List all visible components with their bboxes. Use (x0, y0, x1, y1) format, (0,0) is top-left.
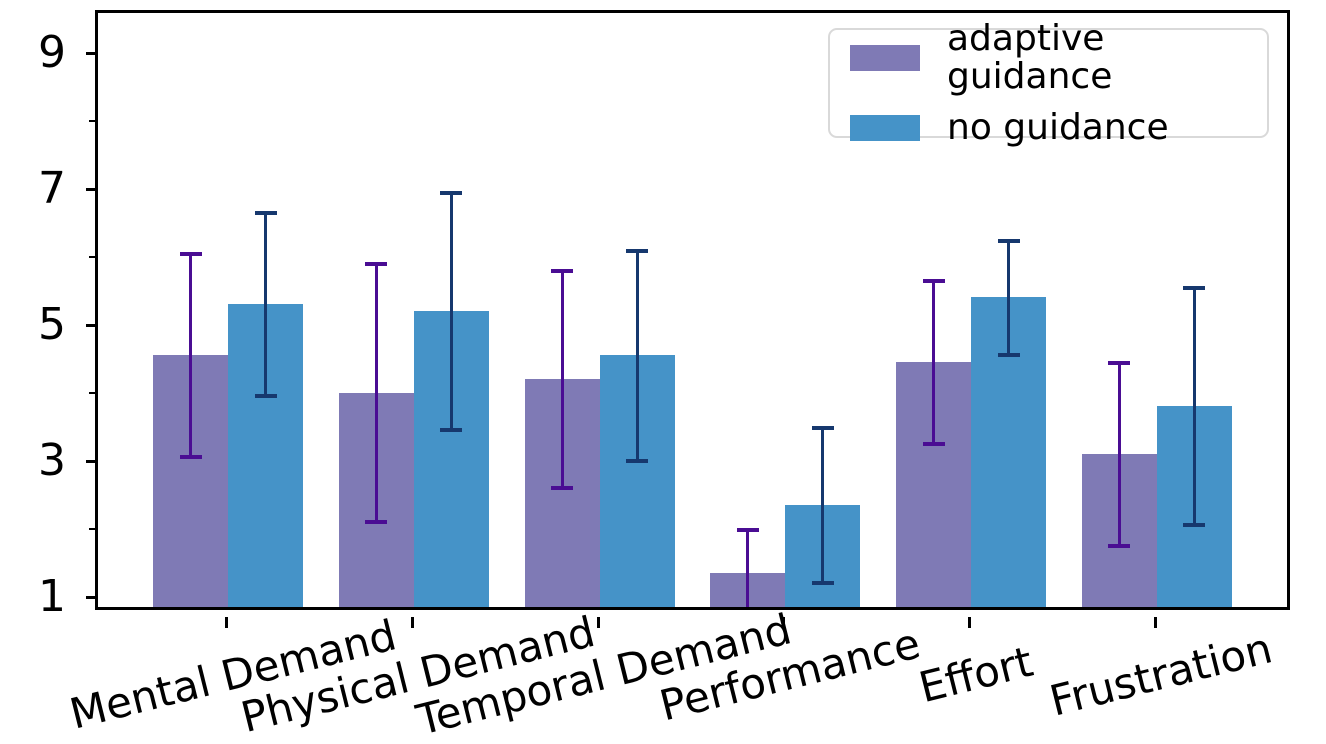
y-axis-tick-label: 5 (38, 299, 66, 351)
y-axis-major-tick (86, 596, 95, 600)
error-bar-cap-top (1108, 361, 1131, 366)
y-axis-tick-label: 9 (38, 26, 66, 78)
error-bar-cap-top (811, 425, 834, 430)
x-axis-tick (410, 617, 414, 628)
error-bar-cap-bottom (626, 458, 649, 463)
error-bar-cap-bottom (922, 441, 945, 446)
error-bar-line (1007, 239, 1011, 356)
legend-label-no-guidance: no guidance (947, 106, 1169, 148)
error-bar-cap-top (551, 269, 574, 274)
error-bar-cap-bottom (811, 581, 834, 586)
error-bar-cap-bottom (1108, 543, 1131, 548)
x-axis-tick (782, 617, 786, 628)
error-bar-cap-top (440, 190, 463, 195)
error-bar-cap-bottom (440, 428, 463, 433)
error-bar-cap-bottom (365, 519, 388, 524)
legend-swatch-no-guidance (850, 114, 920, 141)
x-axis-category-label: Effort (913, 636, 1038, 713)
error-bar-line (635, 249, 639, 461)
error-bar-line (264, 212, 268, 397)
x-axis-tick (968, 617, 972, 628)
x-axis-tick (1153, 617, 1157, 628)
error-bar-cap-bottom (254, 394, 277, 399)
error-bar-cap-top (922, 279, 945, 284)
error-bar-cap-top (254, 211, 277, 216)
error-bar-line (1117, 362, 1121, 546)
y-axis-minor-tick (89, 528, 95, 531)
y-axis-tick-label: 7 (38, 162, 66, 214)
error-bar-cap-bottom (1183, 523, 1206, 528)
error-bar-cap-top (626, 248, 649, 253)
error-bar-cap-bottom (997, 353, 1020, 358)
legend-label-adaptive-guidance: adaptive guidance (947, 17, 1113, 97)
error-bar-cap-top (736, 527, 759, 532)
y-axis-minor-tick (89, 255, 95, 258)
legend: adaptive guidance no guidance (828, 19, 1269, 146)
error-bar-line (746, 528, 750, 607)
y-axis-major-tick (86, 324, 95, 328)
y-axis-major-tick (86, 51, 95, 55)
error-bar-cap-top (179, 252, 202, 257)
legend-item-no-guidance: no guidance (850, 106, 1247, 148)
y-axis-major-tick (86, 460, 95, 464)
error-bar-cap-top (997, 238, 1020, 243)
error-bar-line (449, 191, 453, 431)
error-bar-line (374, 263, 378, 522)
error-bar-line (821, 426, 825, 584)
legend-item-adaptive-guidance: adaptive guidance (850, 17, 1247, 97)
error-bar-line (560, 270, 564, 488)
y-axis-minor-tick (89, 119, 95, 122)
y-axis-major-tick (86, 187, 95, 191)
x-axis-tick (596, 617, 600, 628)
y-axis-tick-label: 1 (38, 571, 66, 623)
error-bar-line (932, 280, 936, 444)
error-bar-cap-top (365, 262, 388, 267)
y-axis-minor-tick (89, 392, 95, 395)
legend-swatch-adaptive-guidance (850, 44, 920, 71)
error-bar-line (189, 253, 193, 458)
error-bar-cap-bottom (179, 455, 202, 460)
x-axis-category-label: Frustration (1045, 623, 1278, 726)
x-axis-tick (225, 617, 229, 628)
error-bar-cap-bottom (551, 485, 574, 490)
error-bar-cap-top (1183, 286, 1206, 291)
error-bar-line (1192, 287, 1196, 526)
y-axis-tick-label: 3 (38, 435, 66, 487)
